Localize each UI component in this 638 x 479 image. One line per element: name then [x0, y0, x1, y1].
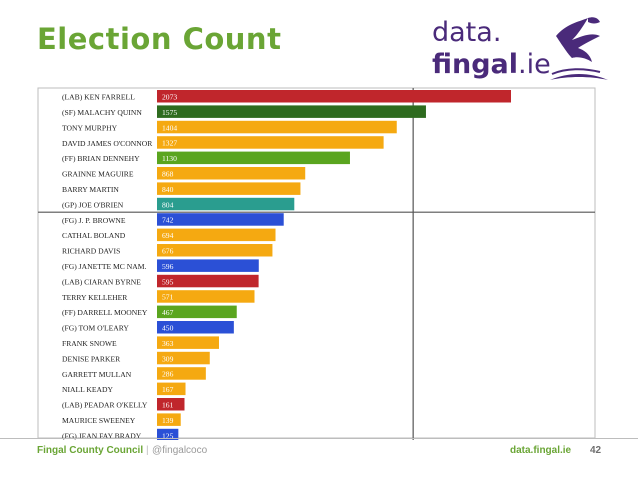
bar — [157, 197, 295, 211]
bar — [157, 90, 511, 103]
data-fingal-logo: data. fingal.ie — [432, 18, 582, 88]
value-label: 139 — [162, 416, 174, 425]
value-label: 450 — [162, 323, 174, 332]
value-label: 161 — [162, 400, 174, 409]
category-label: (LAB) KEN FARRELL — [62, 93, 135, 102]
bar — [157, 120, 397, 134]
value-label: 286 — [162, 370, 174, 379]
bar — [157, 182, 301, 195]
footer: Fingal County Council | @fingalcoco data… — [0, 438, 638, 463]
category-label: NIALL KEADY — [62, 385, 113, 394]
value-label: 571 — [162, 293, 174, 302]
bar — [157, 305, 237, 319]
category-label: (FG) JANETTE MC NAM. — [62, 262, 146, 271]
value-label: 595 — [162, 277, 174, 286]
value-label: 467 — [162, 308, 174, 317]
category-label: BARRY MARTIN — [62, 185, 119, 194]
category-label: DAVID JAMES O'CONNOR — [62, 139, 153, 148]
bar — [157, 213, 284, 226]
value-label: 742 — [162, 216, 174, 225]
category-label: DENISE PARKER — [62, 354, 121, 363]
footer-page-number: 42 — [590, 445, 602, 456]
value-label: 868 — [162, 169, 174, 178]
category-label: GARRETT MULLAN — [62, 370, 132, 379]
value-label: 596 — [162, 262, 174, 271]
fingal-bird-icon — [550, 17, 608, 80]
category-label: TONY MURPHY — [62, 123, 118, 132]
bar — [157, 398, 185, 411]
value-label: 1575 — [162, 108, 177, 117]
value-label: 167 — [162, 385, 174, 394]
category-label: RICHARD DAVIS — [62, 247, 120, 256]
bar — [157, 274, 259, 288]
bar — [157, 136, 384, 149]
category-label: MAURICE SWEENEY — [62, 416, 136, 425]
bar — [157, 367, 206, 380]
value-label: 1404 — [162, 123, 177, 132]
value-label: 1327 — [162, 139, 177, 148]
footer-org: Fingal County Council — [37, 445, 144, 456]
value-label: 840 — [162, 185, 174, 194]
category-label: (FF) DARRELL MOONEY — [62, 308, 148, 317]
bar — [157, 336, 219, 349]
category-label: CATHAL BOLAND — [62, 231, 126, 240]
value-label: 125 — [162, 431, 174, 440]
slide-title: Election Count — [37, 22, 282, 56]
bar — [157, 413, 181, 426]
bar — [157, 351, 210, 365]
bar — [157, 228, 276, 242]
bar — [157, 321, 234, 334]
category-label: (SF) MALACHY QUINN — [62, 108, 142, 117]
footer-site: data.fingal.ie — [510, 445, 572, 456]
category-label: FRANK SNOWE — [62, 339, 117, 348]
category-label: (GP) JOE O'BRIEN — [62, 200, 124, 209]
footer-handle: @fingalcoco — [152, 445, 208, 456]
logo-line2-bold: fingal — [432, 49, 519, 80]
logo-line2-rest: .ie — [518, 49, 551, 80]
bar — [157, 259, 259, 272]
category-label: TERRY KELLEHER — [62, 293, 128, 302]
value-label: 309 — [162, 354, 174, 363]
category-label: (LAB) PEADAR O'KELLY — [62, 401, 148, 410]
value-label: 804 — [162, 200, 174, 209]
value-label: 1130 — [162, 154, 177, 163]
category-label: (FF) BRIAN DENNEHY — [62, 154, 140, 163]
bar — [157, 382, 186, 396]
category-label: (FG) TOM O'LEARY — [62, 324, 129, 333]
election-count-chart: (LAB) KEN FARRELL 2073 (SF) MALACHY QUINN 1… — [37, 87, 596, 440]
bar — [157, 167, 306, 180]
bar — [157, 428, 179, 440]
bar — [157, 151, 350, 165]
category-label: (LAB) CIARAN BYRNE — [62, 277, 141, 286]
category-label: (FG) J. P. BROWNE — [62, 216, 126, 225]
bar — [157, 105, 426, 118]
value-label: 694 — [162, 231, 174, 240]
value-label: 363 — [162, 339, 174, 348]
bar — [157, 244, 273, 257]
footer-separator: | — [146, 445, 149, 456]
category-label: (FG) JEAN FAY BRADY — [62, 431, 142, 440]
logo-line1: data. — [432, 17, 502, 48]
value-label: 2073 — [162, 92, 177, 101]
value-label: 676 — [162, 246, 174, 255]
bar — [157, 290, 255, 303]
category-label: GRAINNE MAGUIRE — [62, 170, 134, 179]
logo-line2: fingal.ie — [432, 48, 551, 82]
